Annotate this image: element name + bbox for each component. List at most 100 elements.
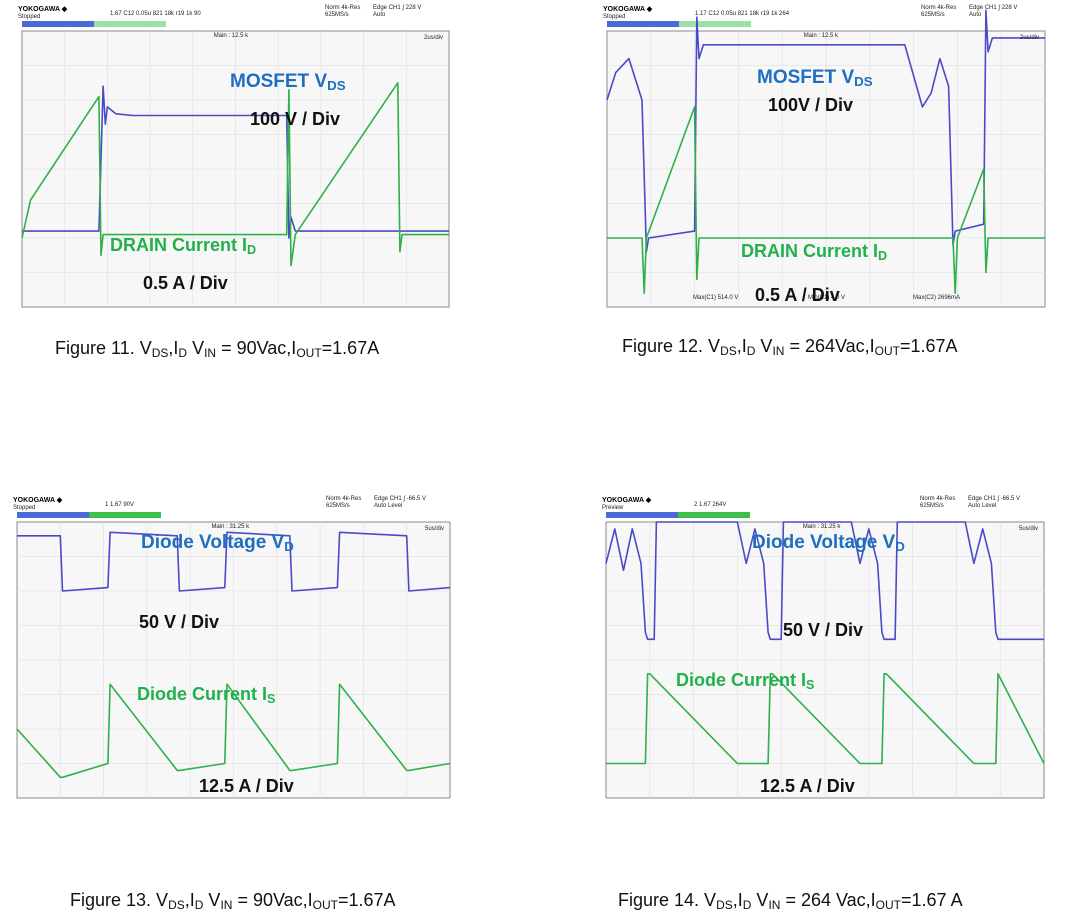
scope-screen (605, 512, 1045, 799)
annotation-2: Diode Current IS (676, 670, 814, 692)
annotation-1: 100V / Div (768, 95, 853, 116)
caption-part-t4: = 90Vac,I (232, 890, 313, 910)
channel2-bar (94, 21, 166, 27)
scope-panel-fig12: YOKOGAWA ◆ Stopped 1.17 C12 0.05u 821 18k … (603, 5, 1049, 311)
header-header-right-4: Auto Level (968, 503, 997, 509)
caption-part-s2: D (742, 898, 752, 912)
caption-part-t5: =1.67A (900, 336, 958, 356)
timebase: 2us/div (1019, 35, 1039, 41)
annotation-0: MOSFET VDS (757, 67, 873, 89)
trace-voltage (17, 531, 451, 592)
annotation-2: DRAIN Current ID (741, 241, 887, 263)
channel1-bar (22, 21, 94, 27)
annotation-1: 50 V / Div (139, 612, 219, 633)
annotation-subscript: D (878, 249, 888, 263)
scope-screen (16, 512, 451, 799)
annotation-0: Diode Voltage VD (141, 532, 294, 554)
measurement-meas-3: Max(C2) 2696mA (913, 295, 961, 301)
header-header-right-3: Edge CH1 ∫ -66.5 V (374, 496, 427, 502)
caption-part-t4: = 90Vac,I (216, 338, 297, 358)
caption-part-t5: =1.67 A (901, 890, 963, 910)
caption-part-t3: V (187, 338, 205, 358)
annotation-text: Diode Voltage V (141, 532, 285, 553)
main-samples: Main : 12.5 k (803, 33, 839, 39)
annotation-text: 100 V / Div (250, 109, 341, 129)
annotation-text: 12.5 A / Div (199, 776, 294, 796)
scope-brand: YOKOGAWA ◆ (602, 497, 652, 504)
annotation-2: DRAIN Current ID (110, 235, 256, 257)
annotation-3: 12.5 A / Div (760, 776, 855, 797)
annotation-subscript: S (806, 678, 815, 692)
header-header-right-1: Norm 4k-Res (326, 496, 362, 502)
caption-part-t5: =1.67A (338, 890, 396, 910)
annotation-text: DRAIN Current I (741, 241, 879, 261)
header-settings: 1 1.67 90V (105, 502, 135, 508)
channel2-bar (679, 21, 751, 27)
header-header-right-2: 625MS/s (325, 12, 349, 18)
annotation-3: 0.5 A / Div (143, 273, 228, 294)
annotation-text: 12.5 A / Div (760, 776, 855, 796)
header-header-right-4: Auto (373, 12, 386, 18)
caption-part-s2: D (178, 346, 188, 360)
header-header-right-3: Edge CH1 ∫ 228 V (969, 5, 1018, 11)
main-samples: Main : 31.25 k (211, 524, 250, 530)
caption-part-t5: =1.67A (321, 338, 380, 358)
annotation-subscript: DS (854, 74, 873, 89)
annotation-text: 50 V / Div (139, 612, 220, 632)
channel1-bar (17, 512, 89, 518)
annotation-text: DRAIN Current I (110, 235, 248, 255)
annotation-text: 100V / Div (768, 95, 854, 115)
header-header-right-1: Norm 4k-Res (921, 5, 957, 11)
figure-caption: Figure 11. VDS,ID VIN = 90Vac,IOUT=1.67A (55, 338, 379, 360)
scope-screen (21, 21, 450, 308)
caption-part-s2: D (746, 344, 756, 358)
annotation-3: 0.5 A / Div (755, 285, 840, 306)
caption-part-t1: Figure 11. V (55, 338, 152, 358)
caption-part-s4: OUT (874, 344, 901, 358)
caption-part-t4: = 264Vac,I (784, 336, 875, 356)
annotation-subscript: D (895, 539, 905, 554)
trace-voltage (605, 521, 1044, 641)
annotation-text: Diode Current I (676, 670, 807, 690)
caption-part-t3: V (203, 890, 221, 910)
scope-panel-fig13: YOKOGAWA ◆ Stopped 1 1.67 90V Norm 4k-Res 62… (13, 496, 454, 802)
scope-screen (606, 9, 1046, 308)
header-header-right-2: 625MS/s (326, 503, 350, 509)
caption-part-s3: IN (768, 898, 781, 912)
channel1-bar (607, 21, 679, 27)
measurement-meas-1: Max(C1) 514.0 V (693, 295, 739, 301)
annotation-text: 0.5 A / Div (143, 273, 228, 293)
scope-brand: YOKOGAWA ◆ (603, 6, 653, 13)
header-header-right-1: Norm 4k-Res (920, 496, 956, 502)
caption-part-s4: OUT (312, 898, 338, 912)
annotation-3: 12.5 A / Div (199, 776, 294, 797)
annotation-2: Diode Current IS (137, 684, 275, 706)
header-header-right-1: Norm 4k-Res (325, 5, 361, 11)
header-settings: 2 1.67 264V (694, 502, 727, 508)
figure-caption: Figure 12. VDS,ID VIN = 264Vac,IOUT=1.67… (622, 336, 958, 358)
timebase: 5us/div (1018, 526, 1038, 532)
annotation-1: 100 V / Div (250, 109, 340, 130)
annotation-subscript: D (284, 539, 294, 554)
run-state: Preview (602, 505, 624, 511)
figure-caption: Figure 13. VDS,ID VIN = 90Vac,IOUT=1.67A (70, 890, 396, 912)
caption-part-s1: DS (716, 898, 733, 912)
timebase: 2us/div (423, 35, 443, 41)
caption-part-s4: OUT (296, 346, 322, 360)
channel2-bar (89, 512, 161, 518)
caption-part-s3: IN (772, 344, 785, 358)
annotation-text: Diode Current I (137, 684, 268, 704)
annotation-text: MOSFET V (230, 71, 328, 92)
caption-part-t2: ,I (184, 890, 195, 910)
annotation-subscript: S (267, 692, 276, 706)
scope-panel-fig14: YOKOGAWA ◆ Preview 2 1.67 264V Norm 4k-Res 6… (602, 496, 1048, 802)
annotation-1: 50 V / Div (783, 620, 863, 641)
caption-part-s1: DS (720, 344, 737, 358)
annotation-text: Diode Voltage V (752, 532, 896, 553)
trace-current (21, 82, 449, 267)
figure-caption: Figure 14. VDS,ID VIN = 264 Vac,IOUT=1.6… (618, 890, 963, 912)
trace-voltage (22, 85, 449, 239)
caption-part-t3: V (755, 336, 773, 356)
trace-voltage (606, 9, 1045, 253)
header-settings: 1.67 C12 0.05u 821 18k r19 1k 90 (110, 11, 201, 17)
